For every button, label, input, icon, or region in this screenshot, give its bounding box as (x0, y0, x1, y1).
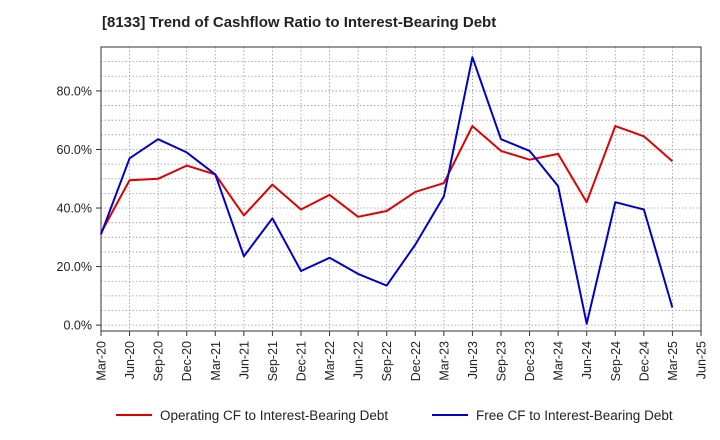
y-tick-label: 20.0% (57, 260, 92, 274)
x-tick-label: Mar-23 (437, 341, 451, 381)
x-tick-label: Dec-20 (180, 341, 194, 381)
legend-label-operating-cf: Operating CF to Interest-Bearing Debt (160, 407, 389, 423)
gridlines (100, 46, 702, 331)
legend-item-operating-cf: Operating CF to Interest-Bearing Debt (116, 404, 388, 426)
x-tick-label: Sep-22 (380, 341, 394, 381)
x-tick-label: Jun-21 (237, 341, 251, 379)
x-tick-label: Sep-21 (266, 341, 280, 381)
x-tick-label: Sep-24 (609, 341, 623, 381)
x-tick-label: Jun-20 (123, 341, 137, 379)
x-tick-labels: Mar-20 Jun-20 Sep-20 Dec-20 Mar-21 Jun-21 Sep-… (95, 341, 709, 381)
x-tick-label: Dec-21 (295, 341, 309, 381)
x-tick-label: Dec-23 (523, 341, 537, 381)
series-line-1 (100, 56, 674, 325)
x-tick-label: Jun-23 (466, 341, 480, 379)
x-tick-label: Mar-20 (95, 341, 109, 381)
y-tick-labels: 0.0% 20.0% 40.0% 60.0% 80.0% (57, 84, 92, 332)
x-tick-label: Jun-25 (695, 341, 709, 379)
x-tick-label: Jun-22 (352, 341, 366, 379)
plot-frame (100, 46, 702, 332)
y-tick-label: 80.0% (57, 84, 92, 98)
chart-title: [8133] Trend of Cashflow Ratio to Intere… (102, 14, 497, 31)
x-tick-label: Sep-20 (152, 341, 166, 381)
x-tick-label: Sep-23 (495, 341, 509, 381)
x-tick-label: Mar-21 (209, 341, 223, 381)
x-tick-label: Dec-22 (409, 341, 423, 381)
x-tick-label: Dec-24 (637, 341, 651, 381)
y-tick-label: 40.0% (57, 202, 92, 216)
x-tick-label: Jun-24 (580, 341, 594, 379)
axes (96, 46, 702, 336)
legend-item-free-cf: Free CF to Interest-Bearing Debt (432, 404, 673, 426)
x-tick-label: Mar-25 (666, 341, 680, 381)
legend-swatch-free-cf (432, 414, 468, 416)
y-tick-label: 0.0% (64, 319, 93, 333)
series-line-0 (100, 125, 674, 234)
legend-label-free-cf: Free CF to Interest-Bearing Debt (476, 407, 673, 423)
x-tick-label: Mar-24 (552, 341, 566, 381)
legend-swatch-operating-cf (116, 414, 152, 416)
series-lines (100, 56, 674, 325)
y-tick-label: 60.0% (57, 143, 92, 157)
x-tick-label: Mar-22 (323, 341, 337, 381)
